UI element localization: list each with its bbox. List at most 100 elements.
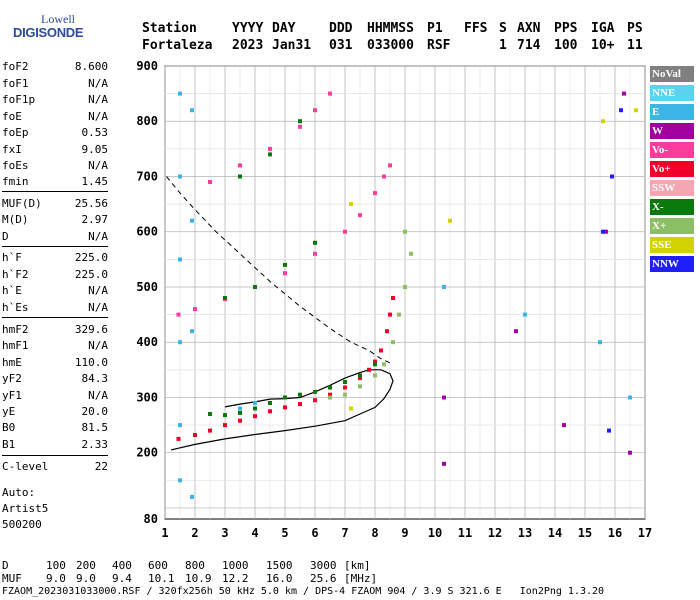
x-tick-label: 5 bbox=[281, 526, 288, 540]
param-name: h`F2 bbox=[2, 268, 29, 281]
footer-d-value: 200 bbox=[76, 559, 96, 572]
echo-point-x bbox=[343, 380, 347, 384]
echo-point-e bbox=[178, 91, 182, 96]
param-name: foE bbox=[2, 110, 22, 123]
param-name: yF2 bbox=[2, 372, 22, 385]
echo-point-w bbox=[604, 229, 608, 234]
echo-point-w bbox=[514, 329, 518, 334]
param-row-b0: B0 81.5 bbox=[2, 421, 108, 437]
footer-d-value: 600 bbox=[148, 559, 168, 572]
param-value: 25.56 bbox=[74, 197, 108, 210]
footer-d-value: 400 bbox=[112, 559, 132, 572]
x-tick-label: 15 bbox=[578, 526, 592, 540]
header-label-iga: IGA bbox=[591, 21, 615, 36]
legend-item-nne: NNE bbox=[650, 85, 694, 101]
echo-point-sse bbox=[448, 218, 452, 223]
legend-item-nnw: NNW bbox=[650, 256, 694, 272]
header-year: 2023 bbox=[232, 38, 264, 53]
echo-point-x bbox=[409, 251, 413, 256]
echo-point-x bbox=[313, 389, 317, 394]
y-tick-label: 700 bbox=[136, 169, 158, 183]
param-name: yF1 bbox=[2, 389, 22, 402]
param-name: foF1 bbox=[2, 77, 29, 90]
echo-point-e bbox=[178, 340, 182, 345]
echo-point-x bbox=[373, 373, 377, 378]
echo-point-vo bbox=[283, 271, 287, 276]
footer-d-value: 3000 bbox=[310, 559, 337, 572]
echo-point-vo bbox=[382, 174, 386, 179]
param-separator bbox=[2, 317, 108, 318]
echo-point-x bbox=[268, 401, 272, 405]
echo-point-x bbox=[298, 119, 302, 124]
x-tick-label: 10 bbox=[428, 526, 442, 540]
param-name: B1 bbox=[2, 438, 16, 451]
echo-point-x bbox=[298, 392, 302, 397]
echo-point-vo bbox=[193, 307, 197, 312]
echo-point-x bbox=[358, 373, 362, 378]
param-value: 225.0 bbox=[74, 251, 108, 264]
footer-muf-row: 9.0 9.0 9.4 10.1 10.9 12.2 16.0 25.6 [MHz] bbox=[40, 572, 377, 586]
param-row-fof1p: foF1p N/A bbox=[2, 93, 108, 109]
header-p1: RSF bbox=[427, 38, 451, 53]
y-tick-label: 800 bbox=[136, 114, 158, 128]
echo-point-x bbox=[343, 392, 347, 397]
param-value: 8.600 bbox=[74, 60, 108, 73]
param-name: hmE bbox=[2, 356, 22, 369]
echo-point-w bbox=[442, 461, 446, 466]
footer-muf-value: 10.9 bbox=[185, 572, 212, 585]
param-name: B0 bbox=[2, 421, 16, 434]
echo-point-x bbox=[382, 362, 386, 367]
param-value: N/A bbox=[88, 77, 108, 90]
echo-point-vo bbox=[343, 229, 347, 234]
param-row-fxi: fxI 9.05 bbox=[2, 143, 108, 159]
param-value: N/A bbox=[88, 230, 108, 243]
x-tick-label: 1 bbox=[161, 526, 168, 540]
echo-point-e bbox=[178, 257, 182, 262]
echo-point-vo bbox=[358, 213, 362, 218]
param-value: 20.0 bbox=[81, 405, 109, 418]
echo-point-vo bbox=[238, 418, 242, 423]
param-separator bbox=[2, 455, 108, 456]
profile-curve-dashed bbox=[166, 176, 394, 365]
echo-point-nnw bbox=[601, 229, 605, 234]
header-label-ps: PS bbox=[627, 21, 643, 36]
echo-point-e bbox=[253, 401, 257, 405]
param-value: 84.3 bbox=[81, 372, 109, 385]
param-row-hme: hmE 110.0 bbox=[2, 356, 108, 372]
param-value: 81.5 bbox=[81, 421, 109, 434]
header-label-p1: P1 bbox=[427, 21, 443, 36]
header-pps: 100 bbox=[554, 38, 578, 53]
echo-point-vo bbox=[298, 402, 302, 407]
echo-point-x bbox=[328, 395, 332, 400]
echo-point-vo bbox=[208, 180, 212, 184]
param-row-fmin: fmin 1.45 bbox=[2, 175, 108, 191]
param-value: N/A bbox=[88, 284, 108, 297]
param-row-clevel: C-level 22 bbox=[2, 460, 108, 476]
param-row-he: h`E N/A bbox=[2, 284, 108, 300]
echo-point-vo bbox=[379, 348, 383, 353]
footer-d-value: [km] bbox=[344, 559, 371, 572]
param-name: foF1p bbox=[2, 93, 36, 106]
param-name: h`F bbox=[2, 251, 22, 264]
param-value: N/A bbox=[88, 301, 108, 314]
footer-d-label: D bbox=[2, 559, 9, 572]
param-separator bbox=[2, 191, 108, 192]
param-value: N/A bbox=[88, 159, 108, 172]
param-name: MUF(D) bbox=[2, 197, 42, 210]
echo-point-vo bbox=[391, 296, 395, 300]
echo-point-e bbox=[598, 340, 602, 345]
param-name: fmin bbox=[2, 175, 29, 188]
echo-point-x bbox=[358, 384, 362, 389]
param-value: 110.0 bbox=[74, 356, 108, 369]
param-name: foF2 bbox=[2, 60, 29, 73]
legend-item-x: X+ bbox=[650, 218, 694, 234]
echo-point-x bbox=[208, 412, 212, 416]
echo-point-vo bbox=[176, 436, 181, 441]
echo-point-vo bbox=[367, 367, 371, 372]
echo-point-sse bbox=[601, 119, 605, 124]
param-value: 2.97 bbox=[81, 213, 109, 226]
x-tick-label: 6 bbox=[311, 526, 318, 540]
parameters-panel: foF2 8.600 foF1 N/A foF1p N/A foE N/A foEp 0.53 fx… bbox=[0, 0, 110, 540]
y-tick-label: 400 bbox=[136, 335, 158, 349]
x-tick-label: 16 bbox=[608, 526, 622, 540]
